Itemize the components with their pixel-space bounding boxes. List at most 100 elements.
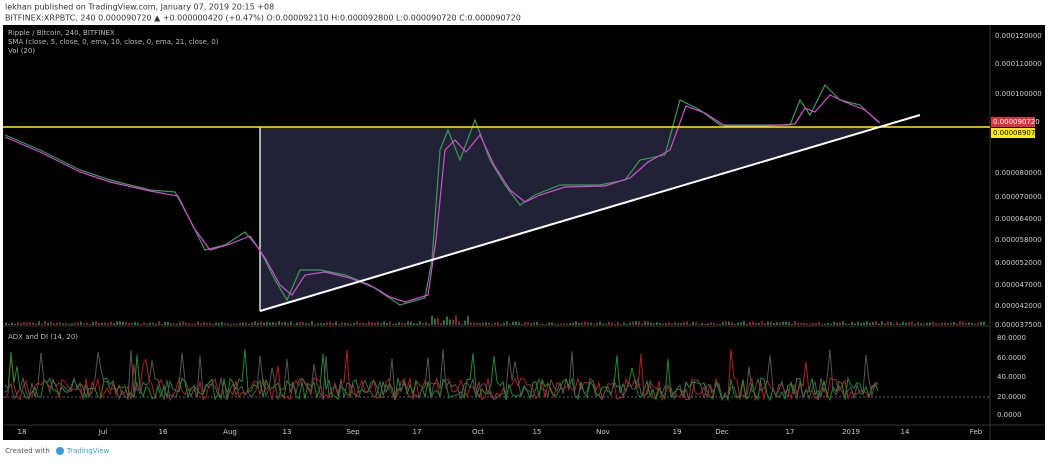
volume-bar xyxy=(743,321,745,325)
volume-bar xyxy=(179,322,181,325)
volume-bar xyxy=(386,322,388,325)
volume-bar xyxy=(701,323,703,325)
price-tick: 0.000037500 xyxy=(995,321,1042,329)
volume-bar xyxy=(887,321,889,325)
volume-bar xyxy=(299,322,301,325)
volume-bar xyxy=(731,321,733,325)
volume-bar xyxy=(569,323,571,325)
volume-bar xyxy=(737,322,739,325)
volume-bar xyxy=(320,323,322,325)
volume-bar xyxy=(557,323,559,325)
volume-bar xyxy=(647,321,649,325)
volume-bar xyxy=(893,323,895,325)
volume-bar xyxy=(824,323,826,325)
volume-bar xyxy=(212,323,214,325)
volume-bar xyxy=(941,322,943,325)
volume-bar xyxy=(71,323,73,325)
volume-bar xyxy=(734,323,736,325)
volume-bar xyxy=(977,322,979,325)
volume-bar xyxy=(257,322,259,325)
volume-bar xyxy=(827,323,829,325)
volume-bar xyxy=(542,323,544,325)
volume-bar xyxy=(968,322,970,325)
volume-bar xyxy=(602,323,604,325)
volume-bar xyxy=(524,322,526,325)
volume-bar xyxy=(74,322,76,325)
volume-bar xyxy=(443,320,445,325)
volume-bar xyxy=(614,323,616,325)
adx-lines xyxy=(4,349,879,402)
volume-bar xyxy=(686,321,688,325)
volume-bar xyxy=(53,323,55,325)
date-tick: Jul xyxy=(98,428,108,436)
volume-bar xyxy=(416,323,418,325)
volume-bar xyxy=(140,323,142,325)
volume-bar xyxy=(353,322,355,325)
price-tick: 0.000080000 xyxy=(995,169,1042,177)
adx-tick: 40.0000 xyxy=(997,373,1026,381)
volume-bar xyxy=(503,322,505,325)
volume-bar xyxy=(314,323,316,325)
volume xyxy=(5,315,985,325)
volume-bar xyxy=(671,323,673,325)
volume-bar xyxy=(107,323,109,325)
volume-bar xyxy=(938,323,940,325)
volume-bar xyxy=(182,321,184,325)
volume-bar xyxy=(335,321,337,325)
volume-bar xyxy=(794,321,796,325)
volume-bar xyxy=(392,323,394,325)
volume-bar xyxy=(350,323,352,325)
volume-bar xyxy=(281,322,283,325)
volume-bar xyxy=(536,321,538,325)
volume-bar xyxy=(944,322,946,325)
volume-bar xyxy=(725,321,727,325)
volume-bar xyxy=(866,321,868,325)
volume-bar xyxy=(779,322,781,325)
volume-bar xyxy=(497,322,499,325)
trendline xyxy=(259,114,921,312)
volume-bar xyxy=(929,322,931,325)
volume-bar xyxy=(161,323,163,325)
volume-bar xyxy=(719,323,721,325)
volume-bar xyxy=(440,323,442,325)
volume-bar xyxy=(881,321,883,325)
volume-bar xyxy=(155,323,157,325)
volume-bar xyxy=(902,321,904,325)
adx-tick: 80.0000 xyxy=(997,334,1026,342)
footer-brand[interactable]: TradingView xyxy=(66,447,110,455)
volume-bar xyxy=(137,323,139,325)
volume-bar xyxy=(191,323,193,325)
date-tick: 17 xyxy=(413,428,422,436)
volume-bar xyxy=(146,323,148,325)
volume-bar xyxy=(896,321,898,325)
date-tick: 13 xyxy=(283,428,292,436)
date-tick: 16 xyxy=(159,428,168,436)
adx-tick: 60.0000 xyxy=(997,354,1026,362)
publish-line: lekhan published on TradingView.com, Jan… xyxy=(5,3,274,12)
volume-bar xyxy=(68,323,70,325)
volume-bar xyxy=(428,323,430,325)
volume-bar xyxy=(245,322,247,325)
volume-bar xyxy=(932,321,934,325)
volume-bar xyxy=(626,323,628,325)
volume-bar xyxy=(959,321,961,325)
volume-bar xyxy=(284,321,286,325)
volume-bar xyxy=(974,323,976,325)
volume-bar xyxy=(389,321,391,325)
volume-bar xyxy=(821,323,823,325)
volume-bar xyxy=(230,323,232,325)
volume-bar xyxy=(659,322,661,325)
volume-bar xyxy=(680,323,682,325)
volume-bar xyxy=(344,322,346,325)
volume-bar xyxy=(863,322,865,325)
volume-bar xyxy=(35,323,37,325)
volume-bar xyxy=(623,322,625,325)
volume-bar xyxy=(239,322,241,325)
volume-bar xyxy=(596,322,598,325)
volume-bar xyxy=(773,322,775,325)
volume-bar xyxy=(227,323,229,325)
volume-bar xyxy=(380,323,382,325)
volume-bar xyxy=(788,321,790,325)
volume-bar xyxy=(23,322,25,325)
volume-bar xyxy=(980,321,982,325)
